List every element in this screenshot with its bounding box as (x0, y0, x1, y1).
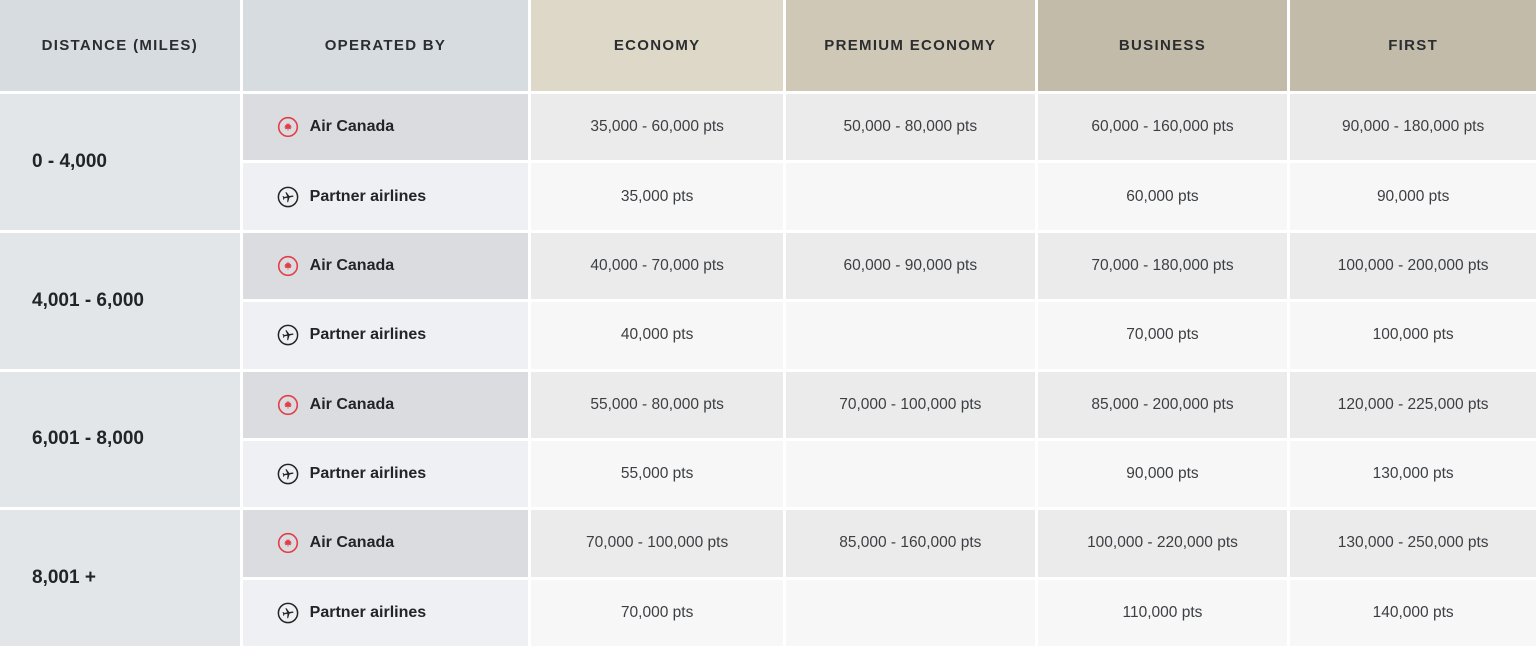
operator-label: Partner airlines (309, 465, 427, 483)
partner-airplane-icon (277, 463, 299, 485)
operator-cell-air-canada: Air Canada (242, 371, 529, 438)
value-cell-business: 100,000 - 220,000 pts (1037, 510, 1288, 577)
value-cell-economy: 55,000 pts (531, 440, 783, 508)
partner-airplane-icon (277, 186, 299, 208)
operator-cell-partner: Partner airlines (242, 440, 529, 508)
value-cell-first: 130,000 - 250,000 pts (1290, 510, 1536, 577)
value-cell-business: 60,000 pts (1037, 163, 1288, 230)
value-cell-economy: 55,000 - 80,000 pts (531, 371, 783, 438)
operator-cell-partner: Partner airlines (242, 163, 529, 230)
value-cell-first: 130,000 pts (1290, 440, 1536, 508)
operator-cell-air-canada: Air Canada (242, 232, 529, 300)
value-cell-economy: 40,000 pts (531, 302, 783, 369)
value-cell-premium-economy: 60,000 - 90,000 pts (785, 232, 1035, 300)
value-cell-first: 100,000 pts (1290, 302, 1536, 369)
operator-cell-partner: Partner airlines (242, 302, 529, 369)
value-cell-business: 110,000 pts (1037, 579, 1288, 646)
air-canada-logo-icon (277, 394, 299, 416)
header-cell-distance: DISTANCE (MILES) (0, 0, 240, 91)
operator-label: Air Canada (309, 118, 395, 136)
air-canada-logo-icon (277, 116, 299, 138)
operator-cell-air-canada: Air Canada (242, 510, 529, 577)
value-cell-premium-economy (785, 579, 1035, 646)
header-cell-premium-economy: PREMIUM ECONOMY (785, 0, 1035, 91)
distance-cell: 0 - 4,000 (0, 94, 240, 230)
value-cell-business: 90,000 pts (1037, 440, 1288, 508)
distance-cell: 8,001 + (0, 510, 240, 646)
operator-label: Air Canada (309, 534, 395, 552)
value-cell-premium-economy (785, 302, 1035, 369)
value-cell-business: 70,000 - 180,000 pts (1037, 232, 1288, 300)
header-cell-first: FIRST (1290, 0, 1536, 91)
operator-cell-partner: Partner airlines (242, 579, 529, 646)
operator-label: Partner airlines (309, 187, 427, 205)
value-cell-premium-economy: 50,000 - 80,000 pts (785, 94, 1035, 161)
operator-cell-air-canada: Air Canada (242, 94, 529, 161)
value-cell-premium-economy (785, 440, 1035, 508)
value-cell-economy: 35,000 pts (531, 163, 783, 230)
partner-airplane-icon (277, 602, 299, 624)
value-cell-first: 90,000 pts (1290, 163, 1536, 230)
distance-cell: 4,001 - 6,000 (0, 232, 240, 369)
value-cell-economy: 35,000 - 60,000 pts (531, 94, 783, 161)
header-cell-business: BUSINESS (1037, 0, 1288, 91)
value-cell-economy: 70,000 pts (531, 579, 783, 646)
value-cell-economy: 70,000 - 100,000 pts (531, 510, 783, 577)
value-cell-first: 120,000 - 225,000 pts (1290, 371, 1536, 438)
operator-label: Air Canada (309, 395, 395, 413)
value-cell-premium-economy (785, 163, 1035, 230)
value-cell-business: 60,000 - 160,000 pts (1037, 94, 1288, 161)
air-canada-logo-icon (277, 532, 299, 554)
value-cell-first: 140,000 pts (1290, 579, 1536, 646)
value-cell-business: 85,000 - 200,000 pts (1037, 371, 1288, 438)
header-cell-economy: ECONOMY (531, 0, 783, 91)
value-cell-premium-economy: 85,000 - 160,000 pts (785, 510, 1035, 577)
operator-label: Air Canada (309, 256, 395, 274)
operator-label: Partner airlines (309, 326, 427, 344)
value-cell-premium-economy: 70,000 - 100,000 pts (785, 371, 1035, 438)
air-canada-logo-icon (277, 255, 299, 277)
value-cell-first: 100,000 - 200,000 pts (1290, 232, 1536, 300)
header-cell-operated-by: OPERATED BY (242, 0, 529, 91)
value-cell-business: 70,000 pts (1037, 302, 1288, 369)
partner-airplane-icon (277, 324, 299, 346)
value-cell-economy: 40,000 - 70,000 pts (531, 232, 783, 300)
operator-label: Partner airlines (309, 603, 427, 621)
value-cell-first: 90,000 - 180,000 pts (1290, 94, 1536, 161)
distance-cell: 6,001 - 8,000 (0, 371, 240, 508)
